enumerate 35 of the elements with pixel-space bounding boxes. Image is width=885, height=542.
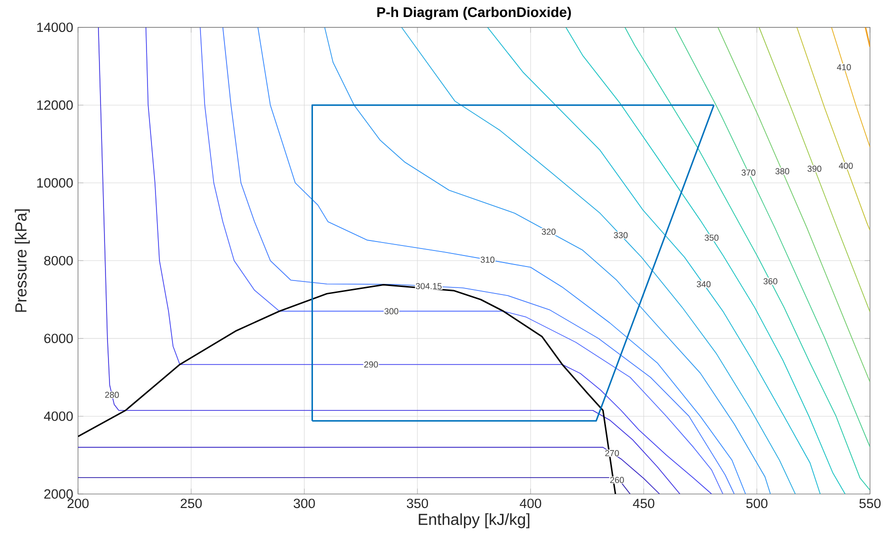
y-tick-label: 12000 [37, 100, 73, 110]
series-label: 320 [542, 228, 556, 235]
y-tick-label: 4000 [44, 411, 73, 421]
x-tick-label: 300 [294, 498, 315, 508]
x-tick-label: 250 [180, 498, 202, 508]
series-label: 310 [480, 256, 494, 263]
x-tick-label: 200 [68, 498, 89, 508]
series-label: 260 [610, 476, 624, 484]
series-label: 410 [836, 64, 851, 70]
y-tick-label: 8000 [44, 256, 73, 266]
series-label: 350 [704, 234, 718, 241]
series-label: 270 [605, 450, 619, 456]
series-label: 390 [808, 166, 822, 172]
y-tick-label: 14000 [37, 22, 73, 32]
x-tick-label: 450 [632, 498, 654, 508]
series-label: 280 [105, 392, 119, 398]
series-label: 400 [838, 162, 853, 169]
series-label: 380 [775, 168, 790, 174]
series-label: 300 [384, 308, 398, 314]
y-tick-label: 2000 [44, 489, 73, 499]
y-axis-title: Pressure [kPa] [14, 209, 30, 312]
series-label: 290 [364, 361, 378, 368]
x-tick-label: 500 [746, 498, 768, 508]
series-label: 330 [614, 232, 628, 238]
y-tick-label: 10000 [37, 178, 73, 188]
series-label: 360 [764, 278, 778, 284]
series-label: 304.15 [416, 283, 442, 290]
series-label: 370 [742, 170, 756, 176]
x-tick-label: 350 [406, 498, 428, 508]
series-label: 340 [696, 281, 711, 288]
x-tick-label: 550 [859, 498, 881, 508]
x-tick-label: 400 [520, 498, 542, 508]
chart-title: P-h Diagram (CarbonDioxide) [377, 6, 571, 20]
y-tick-label: 6000 [44, 334, 73, 344]
x-axis-title: Enthalpy [kJ/kg] [418, 513, 530, 528]
